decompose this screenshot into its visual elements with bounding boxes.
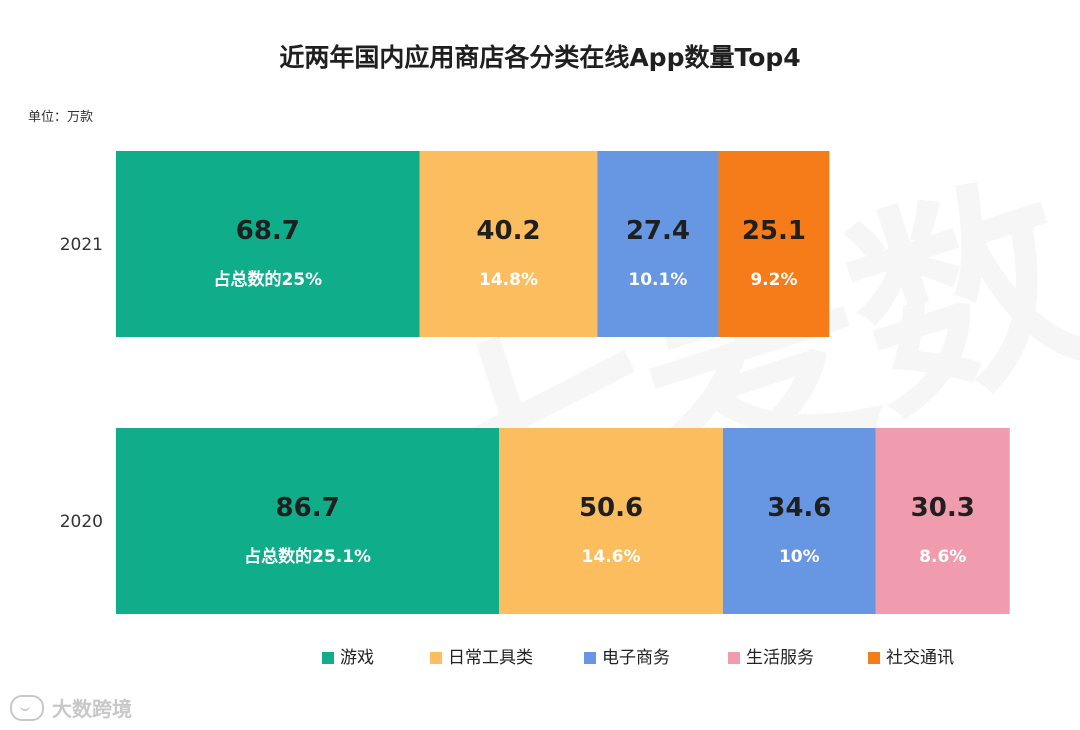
share-label-2020-0: 占总数的25.1% <box>244 546 371 567</box>
bar-segment-2020-2 <box>722 428 876 614</box>
brand-watermark-text: 大数跨境 <box>52 697 132 721</box>
share-label-2020-1: 14.6% <box>582 547 641 567</box>
legend-swatch-4 <box>868 652 880 664</box>
share-label-2021-4: 9.2% <box>750 270 797 290</box>
value-label-2021-1: 40.2 <box>476 216 540 246</box>
bar-segment-2021-1 <box>419 151 598 337</box>
bar-segment-2021-0 <box>116 151 420 337</box>
bar-segment-2020-1 <box>499 428 723 614</box>
value-label-2020-3: 30.3 <box>911 493 975 523</box>
legend-label-0: 游戏 <box>340 648 374 668</box>
value-label-2020-2: 34.6 <box>767 493 831 523</box>
chart-title: 近两年国内应用商店各分类在线App数量Top4 <box>279 43 801 72</box>
legend-label-3: 生活服务 <box>746 648 814 668</box>
share-label-2021-2: 10.1% <box>628 270 687 290</box>
share-label-2020-3: 8.6% <box>919 547 966 567</box>
legend-swatch-2 <box>584 652 596 664</box>
legend-swatch-0 <box>322 652 334 664</box>
value-label-2020-0: 86.7 <box>276 493 340 523</box>
share-label-2021-1: 14.8% <box>479 270 538 290</box>
unit-label: 单位：万款 <box>28 110 94 125</box>
category-label-2020: 2020 <box>60 512 103 532</box>
value-label-2021-4: 25.1 <box>742 216 806 246</box>
bar-segment-2021-4 <box>718 151 830 337</box>
brand-watermark: 大数跨境 <box>10 693 132 722</box>
value-label-2021-0: 68.7 <box>236 216 300 246</box>
legend-label-2: 电子商务 <box>602 648 670 668</box>
legend-label-1: 日常工具类 <box>448 648 533 668</box>
legend-swatch-3 <box>728 652 740 664</box>
value-label-2021-2: 27.4 <box>626 216 690 246</box>
share-label-2021-0: 占总数的25% <box>213 269 322 290</box>
brand-logo-icon <box>10 694 44 721</box>
category-label-2021: 2021 <box>60 235 103 255</box>
legend-label-4: 社交通讯 <box>886 648 954 668</box>
bar-segment-2020-0 <box>116 428 500 614</box>
bar-segment-2020-3 <box>875 428 1010 614</box>
value-label-2020-1: 50.6 <box>579 493 643 523</box>
share-label-2020-2: 10% <box>779 547 820 567</box>
legend-swatch-1 <box>430 652 442 664</box>
bar-segment-2021-2 <box>597 151 719 337</box>
